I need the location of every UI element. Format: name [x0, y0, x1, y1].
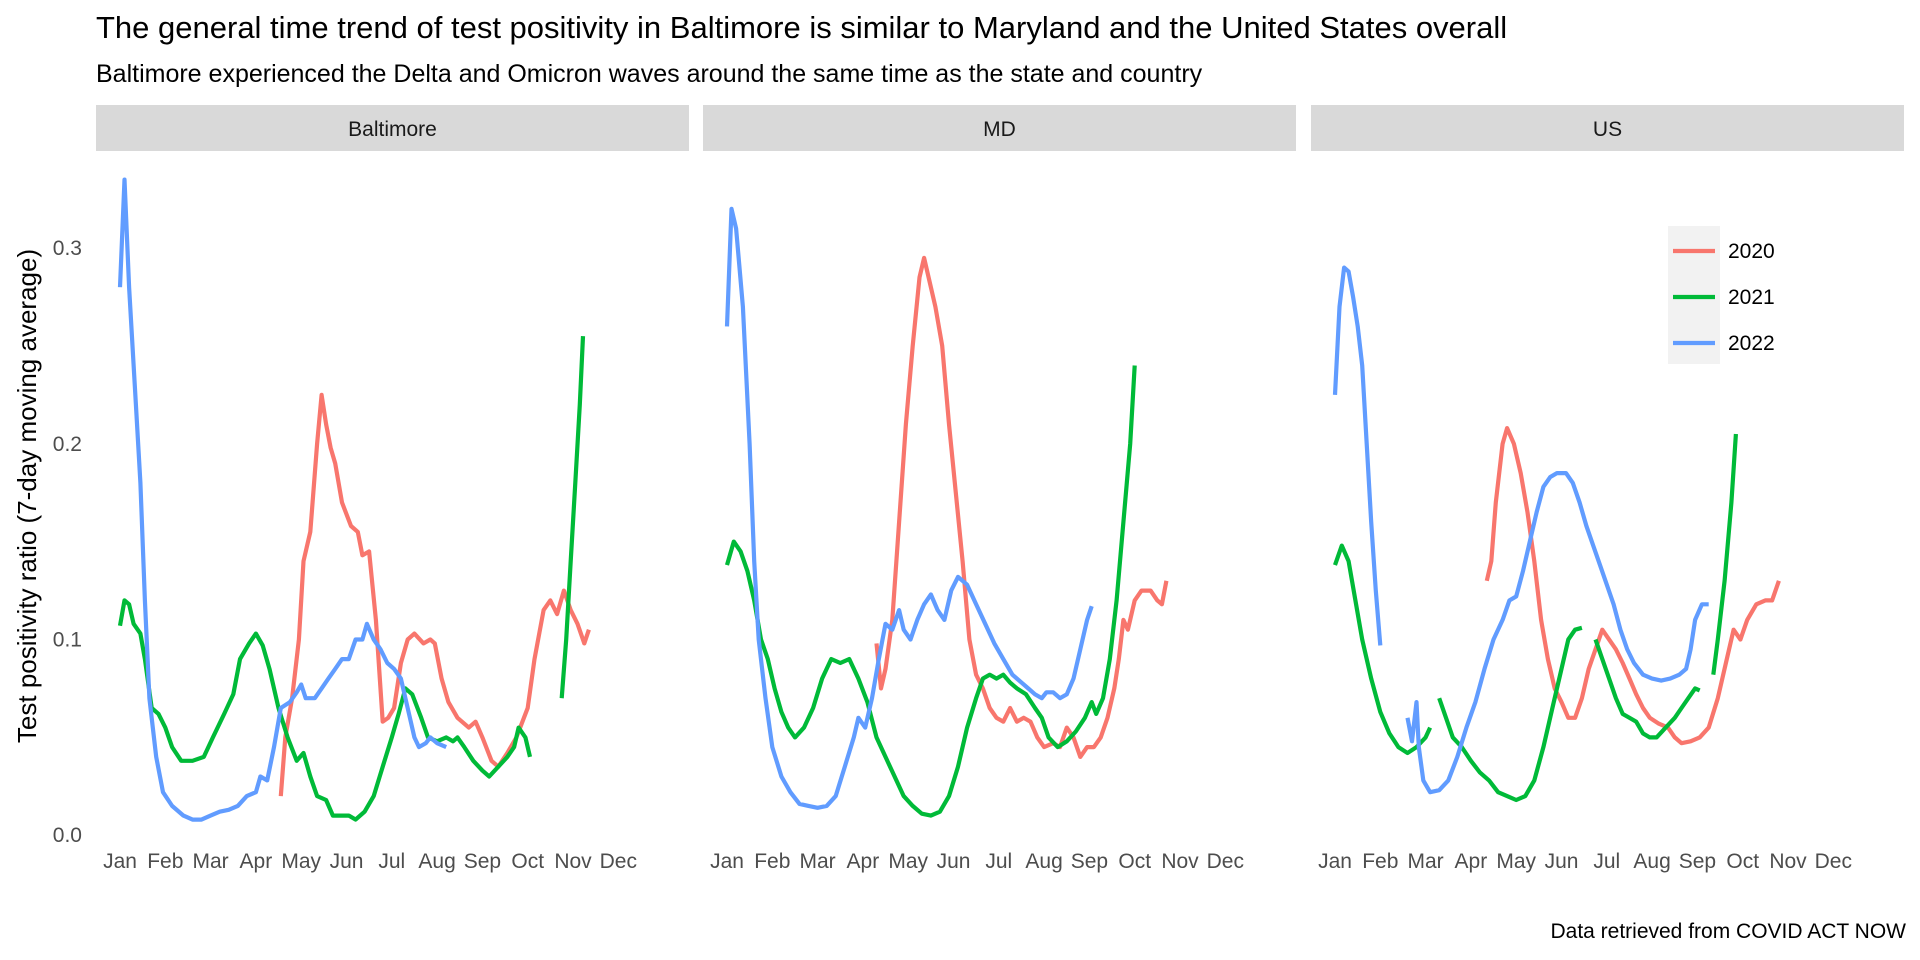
- x-tick-label: Sep: [1071, 850, 1108, 873]
- x-tick-label: May: [888, 850, 928, 873]
- x-tick-label: Aug: [1633, 850, 1670, 873]
- series-line-baltimore-2020: [278, 392, 591, 797]
- x-tick-label: Nov: [554, 850, 592, 873]
- legend: 2020 2021 2022: [1668, 226, 1775, 364]
- y-tick-label: 0.3: [53, 237, 82, 260]
- x-tick-label: Dec: [600, 850, 637, 873]
- legend-label-2021: 2021: [1728, 286, 1775, 309]
- x-tick-label: Jun: [937, 850, 971, 873]
- x-tick-label: Apr: [1455, 850, 1488, 873]
- chart-title: The general time trend of test positivit…: [96, 10, 1508, 45]
- series-line-md-2022: [724, 206, 1094, 810]
- x-tick-label: Aug: [418, 850, 455, 873]
- series-line-us-2022: [1332, 265, 1383, 646]
- legend-label-2022: 2022: [1728, 332, 1775, 355]
- x-tick-label: Nov: [1161, 850, 1199, 873]
- series-line-us-2021: [1333, 543, 1433, 756]
- series-line-us-2021: [1711, 433, 1738, 675]
- y-tick-label: 0.0: [53, 824, 82, 847]
- facet-strips: Baltimore MD US: [96, 105, 1904, 151]
- series-line-baltimore-2021: [559, 336, 586, 699]
- x-tick-label: Sep: [1679, 850, 1716, 873]
- x-tick-label: Aug: [1025, 850, 1062, 873]
- chart-subtitle: Baltimore experienced the Delta and Omic…: [96, 60, 1203, 88]
- facet-strip-baltimore: [96, 105, 689, 151]
- x-tick-label: Oct: [511, 850, 544, 873]
- x-tick-label: Jan: [103, 850, 137, 873]
- x-tick-label: Jul: [985, 850, 1012, 873]
- x-tick-label: Dec: [1207, 850, 1244, 873]
- series-line-us-2021: [1593, 638, 1701, 740]
- x-tick-label: Jan: [1318, 850, 1352, 873]
- x-tick-label: Jun: [330, 850, 364, 873]
- x-tick-label: May: [281, 850, 321, 873]
- facet-label-baltimore: Baltimore: [348, 118, 437, 141]
- series-line-md-2020: [874, 255, 1169, 759]
- facet-label-us: US: [1593, 118, 1622, 141]
- x-tick-label: Dec: [1815, 850, 1852, 873]
- x-tick-label: Jun: [1545, 850, 1579, 873]
- x-tick-label: Mar: [800, 850, 836, 873]
- x-tick-label: Jul: [1593, 850, 1620, 873]
- x-tick-label: Jul: [378, 850, 405, 873]
- x-tick-label: Mar: [193, 850, 229, 873]
- series-line-baltimore-2022: [117, 177, 448, 822]
- x-tick-label: Apr: [847, 850, 880, 873]
- y-tick-label: 0.1: [53, 629, 82, 652]
- y-axis-title: Test positivity ratio (7-day moving aver…: [12, 249, 42, 743]
- x-tick-label: Feb: [754, 850, 790, 873]
- series-line-us-2020: [1484, 426, 1781, 746]
- x-tick-label: Sep: [464, 850, 501, 873]
- series-line-baltimore-2021: [117, 598, 533, 822]
- x-tick-label: Apr: [240, 850, 273, 873]
- y-tick-label: 0.2: [53, 433, 82, 456]
- chart-caption: Data retrieved from COVID ACT NOW: [1550, 920, 1906, 943]
- x-tick-label: Jan: [710, 850, 744, 873]
- legend-label-2020: 2020: [1728, 240, 1775, 263]
- x-tick-label: Nov: [1769, 850, 1807, 873]
- x-tick-label: Oct: [1118, 850, 1151, 873]
- x-tick-label: Oct: [1726, 850, 1759, 873]
- facet-strip-md: [703, 105, 1296, 151]
- series-line-us-2021: [1437, 625, 1583, 803]
- x-tick-label: Feb: [147, 850, 183, 873]
- series-line-md-2021: [724, 365, 1137, 818]
- x-tick-label: Mar: [1408, 850, 1444, 873]
- series-line-us-2022: [1405, 471, 1709, 795]
- axes: Jan Feb Mar Apr May Jun Jul Aug Sep Oct Nov Dec Jan F…: [53, 237, 1852, 873]
- facet-label-md: MD: [983, 118, 1016, 141]
- x-tick-label: Feb: [1362, 850, 1398, 873]
- facet-strip-us: [1311, 105, 1904, 151]
- x-tick-label: May: [1496, 850, 1536, 873]
- series-lines: [117, 177, 1781, 822]
